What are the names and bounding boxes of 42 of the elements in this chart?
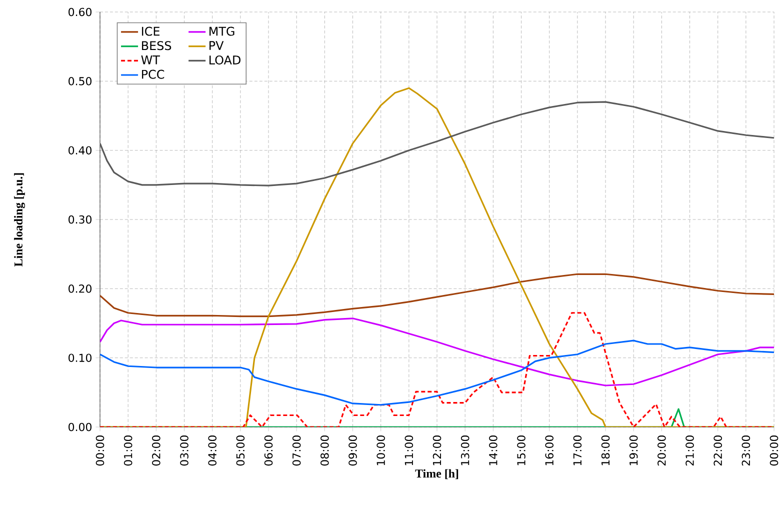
x-tick-label: 16:00 <box>545 436 554 466</box>
x-tick-label: 07:00 <box>292 436 301 466</box>
x-tick-label: 12:00 <box>432 436 442 466</box>
x-tick-label: 04:00 <box>208 436 216 466</box>
legend-label: BESS <box>142 41 172 50</box>
legend-label: LOAD <box>210 55 240 64</box>
x-tick-label: 17:00 <box>573 436 582 466</box>
legend-label: MTG <box>210 26 234 36</box>
legend-label: WT <box>141 56 160 64</box>
x-tick-label: 03:00 <box>180 436 188 466</box>
x-tick-label: 18:00 <box>601 436 610 466</box>
x-tick-label: 09:00 <box>348 436 357 466</box>
legend-label: PCC <box>142 70 164 79</box>
x-tick-label: 21:00 <box>686 436 694 466</box>
x-tick-label: 13:00 <box>460 436 470 466</box>
x-tick-label: 11:00 <box>404 436 414 466</box>
y-tick-label: 0.40 <box>68 146 92 154</box>
y-tick-label: 0.60 <box>68 8 92 16</box>
x-tick-label: 22:00 <box>714 436 722 466</box>
y-tick-label: 0.10 <box>68 354 92 362</box>
x-tick-label: 08:00 <box>320 436 329 466</box>
x-tick-label: 00:00 <box>96 436 104 466</box>
x-axis-title: Time [h] <box>415 469 458 480</box>
x-tick-label: 10:00 <box>376 436 385 466</box>
x-tick-label: 20:00 <box>658 436 666 466</box>
y-tick-label: 0.50 <box>68 77 92 86</box>
x-tick-label: 01:00 <box>124 436 132 466</box>
legend-label: PV <box>210 41 224 50</box>
x-tick-label: 06:00 <box>264 436 273 466</box>
y-axis-title: Line loading [p.u.] <box>14 173 25 266</box>
legend-label: ICE <box>142 26 160 36</box>
x-tick-label: 14:00 <box>489 436 498 466</box>
y-tick-label: 0.20 <box>68 284 92 293</box>
x-tick-label: 19:00 <box>629 436 638 466</box>
x-tick-label: 23:00 <box>742 436 750 466</box>
line-series <box>100 101 774 186</box>
y-tick-label: 0.30 <box>68 215 92 224</box>
x-tick-label: 00:00 <box>770 436 778 466</box>
x-tick-label: 02:00 <box>152 436 160 466</box>
x-tick-label: 15:00 <box>517 436 526 466</box>
x-tick-label: 05:00 <box>236 436 245 466</box>
y-tick-label: 0.00 <box>68 422 92 432</box>
